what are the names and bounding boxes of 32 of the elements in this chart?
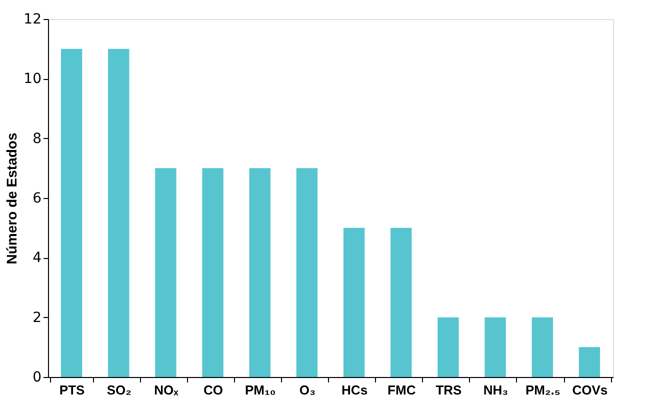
x-tick-label: TRS [436,382,462,398]
bar [438,317,459,377]
bar [108,48,130,377]
bar [532,317,553,377]
bar [296,168,318,377]
x-tick-label: HCs [342,382,368,398]
bar [578,347,600,377]
x-tick-label: COVs [572,382,608,398]
y-axis-title: Número de Estados [4,132,20,264]
y-tick-label: 10 [24,71,42,88]
x-tick-label: NOₓ [154,382,179,398]
y-tick-label: 0 [32,370,42,386]
bar [390,228,412,377]
x-tick-label: CO [204,382,224,398]
bar [249,168,270,377]
bar [484,317,506,377]
bar [202,168,224,377]
bar [60,48,82,377]
bar [155,168,176,377]
x-tick-label: PM₂.₅ [525,382,560,398]
y-tick-label: 8 [32,130,42,147]
bar [343,228,365,377]
x-tick-label: NH₃ [483,382,508,398]
y-tick-label: 12 [24,12,42,28]
y-tick-label: 2 [32,310,42,326]
x-tick-label: PM₁₀ [245,382,276,398]
x-tick-label: FMC [388,382,416,398]
x-tick-label: SO₂ [106,382,132,398]
y-tick-label: 4 [32,250,42,266]
x-tick-label: PTS [59,382,86,398]
y-tick-label: 6 [32,190,42,206]
x-tick-label: O₃ [299,382,316,398]
